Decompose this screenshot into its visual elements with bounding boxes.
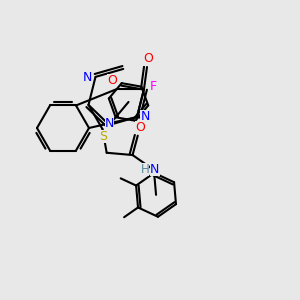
Text: O: O	[107, 74, 117, 86]
Text: N: N	[83, 71, 92, 84]
Text: N: N	[150, 164, 160, 176]
Text: N: N	[105, 117, 114, 130]
Text: N: N	[140, 110, 150, 122]
Text: H: H	[140, 164, 149, 176]
Text: O: O	[135, 121, 145, 134]
Text: O: O	[143, 52, 153, 65]
Text: S: S	[100, 130, 107, 142]
Text: F: F	[149, 80, 157, 93]
